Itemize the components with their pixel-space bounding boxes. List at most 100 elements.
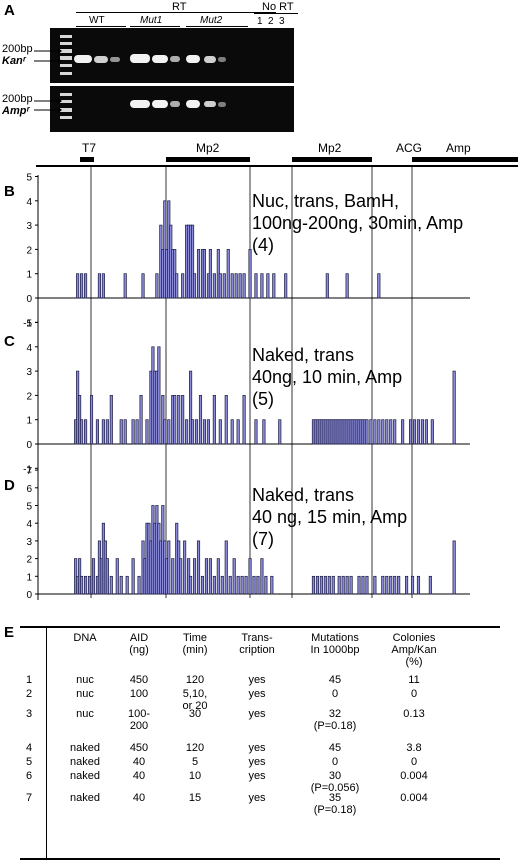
gel-band	[186, 55, 200, 63]
mutation-bar	[189, 370, 193, 445]
mutation-bar	[236, 575, 240, 595]
ladder-band	[60, 116, 72, 119]
lane-group-wt: WT	[89, 15, 105, 26]
y-tick-label: 3	[26, 537, 32, 548]
map-segment-amp	[412, 157, 518, 162]
table-cell: 40	[132, 792, 146, 804]
mutation-bar	[254, 419, 258, 445]
table-cell: naked	[70, 742, 100, 754]
table-row-index: 1	[25, 674, 33, 686]
table-cell: 30 (P=0.056)	[310, 770, 360, 794]
mutation-bar	[327, 575, 331, 595]
mutation-bar	[242, 395, 246, 445]
mut2-bracket	[186, 26, 248, 27]
table-row-index: 2	[25, 688, 33, 700]
mutation-bar	[119, 575, 123, 595]
table-cell: yes	[248, 674, 266, 686]
mutation-bar	[264, 575, 268, 595]
annotation-c-line-2: 40ng, 10 min, Amp	[252, 367, 403, 387]
y-tick-label: 6	[26, 484, 32, 495]
mutation-bar	[163, 419, 167, 445]
mutation-bar	[141, 273, 145, 299]
mutation-bar	[109, 575, 113, 595]
mutation-bar	[266, 273, 270, 299]
gel-band	[110, 57, 120, 62]
table-cell: 30	[188, 708, 202, 720]
y-tick-label: -1	[23, 318, 32, 329]
mutation-bar	[109, 395, 113, 445]
mutation-bar	[84, 419, 88, 445]
mutation-bar	[80, 419, 84, 445]
gel-band	[152, 100, 168, 108]
mutation-bar	[84, 575, 88, 595]
map-segment-t7	[80, 157, 94, 162]
mutation-bar	[212, 273, 216, 299]
table-cell: nuc	[76, 688, 94, 700]
mutation-bar	[139, 395, 143, 445]
mutation-bar	[173, 395, 177, 445]
mutation-bar	[89, 395, 94, 445]
annotation-d-line-2: 40 ng, 15 min, Amp	[252, 507, 408, 527]
mut1-bracket	[130, 26, 180, 27]
y-tick-label: 2	[26, 555, 32, 566]
mutation-bar	[167, 419, 171, 445]
mutation-bar	[278, 419, 282, 445]
table-index-rule	[46, 628, 47, 858]
y-tick-label: 7	[26, 466, 32, 477]
mutation-bar	[401, 419, 405, 445]
mutation-bar	[185, 419, 189, 445]
no-rt-lane-2: 2	[268, 16, 274, 27]
mutation-bar	[284, 273, 288, 299]
table-cell: 5,10, or 20	[182, 688, 208, 712]
mutation-bar	[349, 575, 353, 595]
mutation-bar	[373, 419, 377, 445]
gel-band	[170, 56, 180, 62]
ladder-band	[60, 100, 72, 103]
table-cell: 40	[132, 756, 146, 768]
mutation-bar	[323, 575, 327, 595]
table-cell: yes	[248, 770, 266, 782]
annotation-b-line-2: 100ng-200ng, 30min, Amp	[252, 213, 464, 233]
annotation-b: Nuc, trans, BamH, 100ng-200ng, 30min, Am…	[252, 190, 463, 256]
table-cell: 120	[185, 742, 205, 754]
map-segment-mp2-1	[166, 157, 250, 162]
panel-label-a: A	[4, 2, 15, 19]
gel-band	[130, 54, 150, 63]
table-header-cell: Colonies Amp/Kan (%)	[391, 632, 437, 668]
table-cell: 450	[129, 742, 149, 754]
gel-band	[74, 55, 92, 63]
mutation-bar	[397, 575, 401, 595]
gel-band	[204, 101, 216, 107]
no-rt-lane-3: 3	[279, 16, 285, 27]
mutation-bar	[95, 419, 99, 445]
mutation-bar	[240, 575, 244, 595]
table-row-index: 7	[25, 792, 33, 804]
mutation-bar	[260, 558, 264, 595]
mutation-bar	[410, 575, 415, 595]
table-cell: yes	[248, 708, 266, 720]
mutation-bar	[238, 273, 242, 299]
no-rt-label: No RT	[262, 1, 294, 13]
mutation-bar	[202, 419, 207, 445]
table-cell: yes	[248, 756, 266, 768]
table-cell: naked	[70, 770, 100, 782]
mutation-bar	[244, 575, 248, 595]
mutation-bar	[208, 249, 212, 299]
table-cell: yes	[248, 742, 266, 754]
y-tick-label: 5	[26, 319, 32, 330]
mutation-distribution-figure: T7 Mp2 Mp2 ACG Amp 012345-1012345-101234…	[4, 141, 518, 601]
gel-band	[218, 102, 226, 107]
y-tick-label: 0	[26, 440, 32, 451]
kan-marker-gene: Kanʳ	[2, 55, 26, 67]
mutation-bar	[105, 419, 109, 445]
mutation-bar	[377, 419, 381, 445]
mutation-bar	[226, 249, 230, 299]
y-tick-label: -1	[23, 464, 32, 475]
ladder-band	[60, 93, 72, 96]
mutation-bar	[204, 558, 208, 595]
mutation-bar	[393, 419, 397, 445]
mutation-bar	[365, 575, 369, 595]
mutation-bar	[76, 273, 80, 299]
table-cell: 32 (P=0.18)	[313, 708, 357, 732]
table-cell: yes	[248, 792, 266, 804]
